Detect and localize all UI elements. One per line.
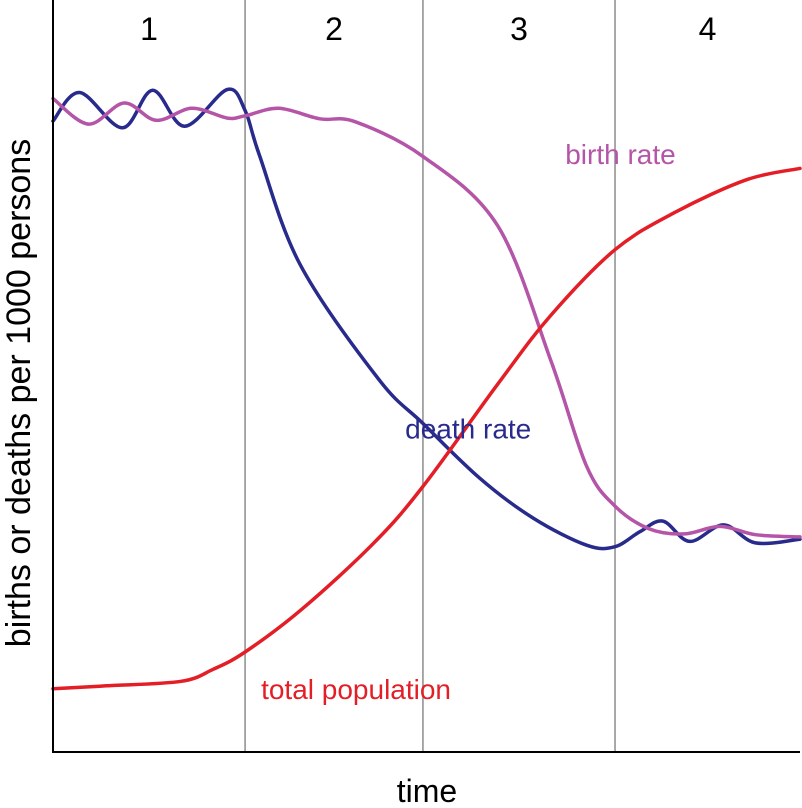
y-axis-label: births or deaths per 1000 persons xyxy=(0,139,38,647)
series-line-birth-rate xyxy=(51,96,802,539)
stage-label-3: 3 xyxy=(510,11,528,47)
x-axis-label: time xyxy=(397,773,457,808)
series-label-birth-rate: birth rate xyxy=(565,139,676,170)
stage-label-4: 4 xyxy=(699,11,717,47)
stage-dividers xyxy=(244,0,616,752)
stage-labels: 1 2 3 4 xyxy=(140,11,716,47)
stage-label-2: 2 xyxy=(325,11,343,47)
stage-label-1: 1 xyxy=(140,11,158,47)
series-line-death-rate xyxy=(51,87,802,551)
series-line-total-population xyxy=(51,166,802,691)
series-lines xyxy=(51,87,802,691)
series-label-death-rate: death rate xyxy=(405,414,531,445)
series-labels: death rate birth rate total population xyxy=(261,139,676,705)
series-label-total-population: total population xyxy=(261,674,451,705)
